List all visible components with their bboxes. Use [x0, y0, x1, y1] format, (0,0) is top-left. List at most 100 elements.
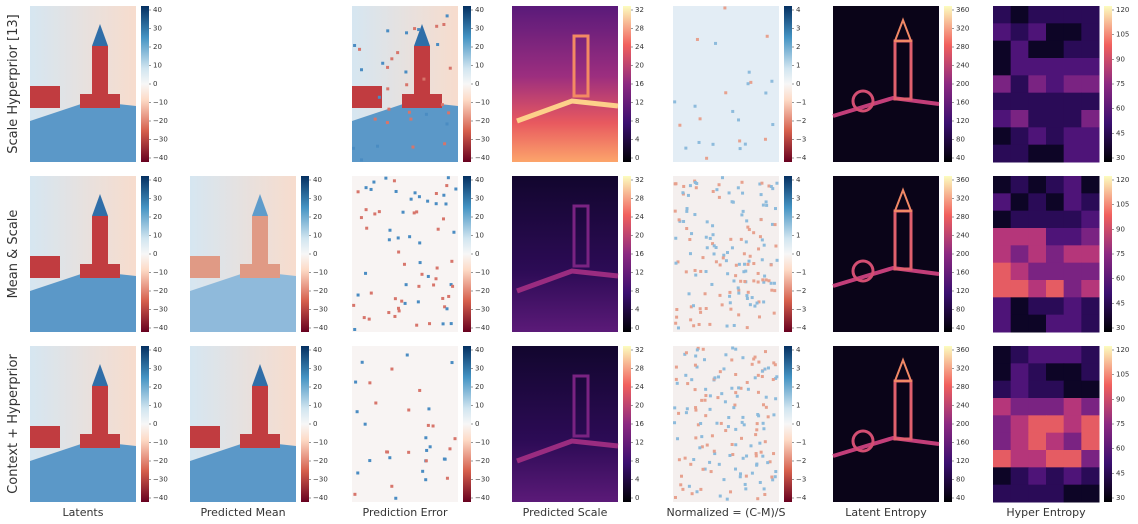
heat-cell	[1081, 145, 1099, 163]
colorbar-tick-label: 360	[956, 176, 969, 184]
speck	[745, 294, 748, 297]
speck	[766, 35, 769, 38]
speck	[757, 272, 760, 275]
speck	[731, 246, 734, 249]
speck	[756, 497, 759, 500]
speck	[729, 490, 732, 493]
speck	[722, 254, 725, 257]
colorbar-tick-label: 30	[153, 365, 162, 373]
heat-cell	[1046, 280, 1064, 298]
speck	[752, 231, 755, 234]
speck	[682, 220, 685, 223]
speck	[738, 263, 741, 266]
colorbar-tick-label: −10	[153, 269, 168, 277]
speck	[757, 361, 760, 364]
colorbar	[1104, 346, 1112, 502]
speck	[770, 185, 773, 188]
speck	[686, 407, 689, 410]
colorbar-tick-label: 200	[956, 80, 969, 88]
speck	[712, 190, 715, 193]
speck	[694, 436, 697, 439]
speck	[748, 260, 751, 263]
speck	[705, 157, 708, 160]
speck	[353, 44, 356, 47]
speck	[421, 470, 424, 473]
speck	[408, 111, 411, 114]
speck	[454, 188, 457, 191]
speck	[368, 459, 371, 462]
speck	[734, 348, 737, 351]
colorbar-tick-label: 105	[1116, 371, 1129, 379]
panel: 403020100−10−20−30−40	[190, 346, 328, 502]
heat-cell	[1011, 211, 1029, 229]
heat-cell	[1028, 176, 1046, 194]
heat-cell	[1064, 228, 1082, 246]
image-bg	[512, 176, 618, 332]
heat-cell	[993, 263, 1011, 281]
speck	[746, 297, 749, 300]
speck	[734, 468, 737, 471]
heat-cell	[1011, 280, 1029, 298]
speck	[698, 141, 701, 144]
colorbar-tick-label: 2	[796, 383, 800, 391]
colorbar-tick-label: −40	[313, 324, 328, 332]
heat-cell	[1011, 6, 1029, 24]
speck	[685, 351, 688, 354]
speck	[372, 181, 375, 184]
speck	[705, 307, 708, 310]
speck	[694, 364, 697, 367]
colorbar-tick-label: 75	[1116, 80, 1125, 88]
heat-cell	[1011, 346, 1029, 364]
speck	[437, 228, 440, 231]
speck	[713, 244, 716, 247]
speck	[354, 381, 357, 384]
speck	[728, 295, 731, 298]
speck	[364, 423, 367, 426]
speck	[427, 424, 430, 427]
colorbar-tick-label: 30	[475, 365, 484, 373]
heat-cell	[1011, 467, 1029, 485]
panel: 43210−1−2−3−4	[673, 176, 807, 332]
colorbar-tick-label: 0	[475, 420, 479, 428]
speck	[757, 247, 760, 250]
colorbar	[301, 346, 309, 502]
colorbar-tick-label: 30	[153, 195, 162, 203]
speck	[741, 356, 744, 359]
speck	[743, 263, 746, 266]
speck	[716, 396, 719, 399]
colorbar-tick-label: 12	[635, 99, 644, 107]
speck	[690, 378, 693, 381]
speck	[442, 23, 445, 26]
speck	[353, 493, 356, 496]
heat-cell	[1064, 23, 1082, 41]
speck	[405, 31, 408, 34]
speck	[709, 408, 712, 411]
colorbar-tick-label: 16	[635, 80, 644, 88]
speck	[451, 361, 454, 364]
colorbar-tick-label: 0	[313, 420, 317, 428]
panel: 3603202802402001601208040	[833, 6, 969, 162]
speck	[729, 308, 732, 311]
heat-cell	[993, 193, 1011, 211]
heat-cell	[1081, 228, 1099, 246]
heat-cell	[1028, 211, 1046, 229]
speck	[745, 240, 748, 243]
heat-cell	[1081, 23, 1099, 41]
colorbar-tick-label: 160	[956, 269, 969, 277]
colorbar-tick-label: −4	[796, 154, 807, 162]
colorbar-tick-label: 20	[313, 383, 322, 391]
speck	[432, 283, 435, 286]
speck	[694, 354, 697, 357]
colorbar-tick-label: 20	[153, 43, 162, 51]
colorbar-tick-label: 20	[313, 213, 322, 221]
colorbar	[463, 6, 471, 162]
speck	[718, 463, 721, 466]
heat-cell	[1046, 485, 1064, 503]
heat-cell	[1064, 110, 1082, 128]
heat-cell	[1011, 485, 1029, 503]
speck	[386, 87, 389, 90]
heat-cell	[1064, 193, 1082, 211]
heat-cell	[1081, 398, 1099, 416]
heat-cell	[1011, 127, 1029, 145]
